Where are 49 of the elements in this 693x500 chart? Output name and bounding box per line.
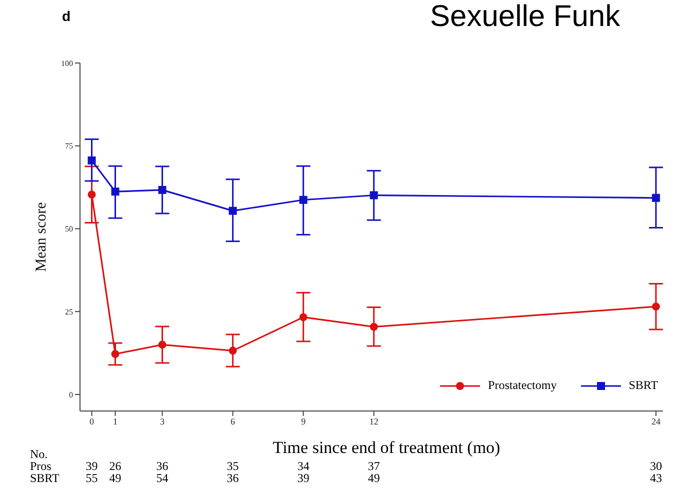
text: 36 — [226, 471, 240, 485]
text: No. — [30, 447, 48, 461]
x-tick-label: 3 — [160, 416, 166, 426]
text: 39 — [84, 459, 99, 473]
text: 49 — [108, 471, 122, 485]
text: d — [62, 8, 71, 24]
y-tick-label: 50 — [65, 224, 73, 234]
x-tick-label: 12 — [369, 416, 378, 426]
y-tick-label: 100 — [61, 58, 73, 68]
text: 26 — [108, 459, 122, 473]
text: 36 — [155, 459, 170, 473]
text: 54 — [155, 471, 170, 485]
point — [652, 302, 660, 311]
y-tick-label: 25 — [65, 307, 73, 316]
point — [228, 206, 237, 215]
legend-label: Prostatectomy — [488, 378, 557, 393]
x-tick-label: 24 — [651, 416, 661, 426]
text: Pros — [30, 459, 52, 473]
point — [88, 156, 96, 164]
point — [370, 322, 378, 331]
text: 30 — [648, 459, 663, 473]
x-axis-title: Time since end of treatment (mo) — [272, 438, 500, 457]
x-tick-label: 0 — [90, 416, 95, 426]
point — [299, 313, 308, 322]
point — [370, 191, 378, 200]
x-tick-label: 6 — [230, 416, 236, 426]
text: SBRT — [30, 471, 60, 485]
legend-label: SBRT — [628, 378, 658, 393]
text: 55 — [84, 471, 99, 485]
point — [111, 188, 120, 196]
text: 39 — [296, 471, 310, 485]
text: 34 — [296, 459, 310, 473]
text: 43 — [648, 471, 663, 485]
point — [88, 190, 96, 199]
y-tick-label: 75 — [65, 142, 73, 151]
point — [158, 186, 166, 194]
point — [228, 346, 237, 355]
point — [299, 196, 308, 204]
text: 37 — [366, 459, 381, 473]
point — [111, 350, 120, 358]
y-axis-title: Mean score — [33, 202, 50, 272]
text: 49 — [366, 471, 381, 485]
point — [158, 340, 166, 349]
x-tick-label: 1 — [113, 416, 118, 426]
text: 35 — [226, 459, 240, 473]
point — [652, 194, 660, 202]
y-tick-label: 0 — [69, 390, 73, 400]
chart-title: Sexuelle Funk — [430, 0, 620, 34]
x-tick-label: 9 — [301, 416, 306, 426]
